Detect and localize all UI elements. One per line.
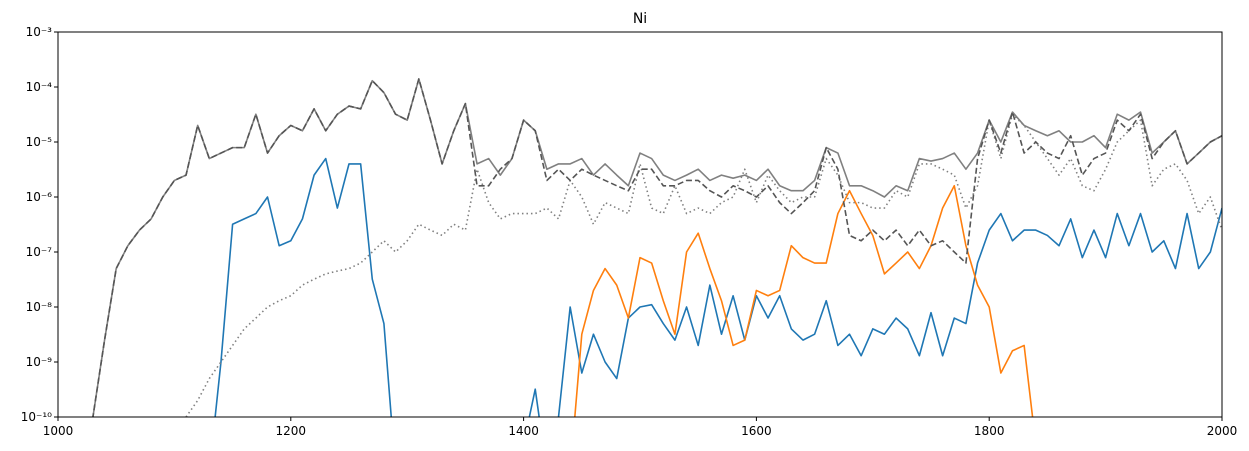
- y-tick-label: 10⁻³: [26, 25, 53, 39]
- y-tick-label: 10⁻¹⁰: [21, 410, 52, 424]
- y-tick-label: 10⁻⁵: [26, 135, 53, 149]
- x-tick-label: 1600: [741, 424, 772, 438]
- x-tick-label: 1400: [508, 424, 539, 438]
- y-tick-label: 10⁻⁴: [26, 80, 53, 94]
- y-tick-label: 10⁻⁶: [26, 190, 53, 204]
- series-line: [92, 78, 1222, 417]
- x-tick-label: 1800: [974, 424, 1005, 438]
- y-tick-label: 10⁻⁸: [26, 300, 53, 314]
- x-tick-label: 1000: [43, 424, 74, 438]
- series-line: [185, 113, 1222, 417]
- series-line: [214, 157, 1222, 417]
- plot-frame: [57, 31, 1223, 418]
- chart-title: Ni: [633, 11, 647, 27]
- x-tick-label: 1200: [276, 424, 307, 438]
- x-tick-label: 2000: [1207, 424, 1238, 438]
- plot-lines: [92, 78, 1222, 417]
- y-tick-label: 10⁻⁹: [26, 355, 53, 369]
- y-tick-label: 10⁻⁷: [26, 245, 53, 259]
